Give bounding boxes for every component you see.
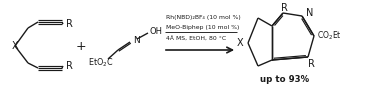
Text: R: R (66, 61, 73, 71)
Text: 4Å MS, EtOH, 80 °C: 4Å MS, EtOH, 80 °C (166, 36, 226, 40)
Text: Rh(NBD)₂BF₄ (10 mol %): Rh(NBD)₂BF₄ (10 mol %) (166, 15, 241, 20)
Text: +: + (76, 40, 86, 53)
Text: MeO-Biphep (10 mol %): MeO-Biphep (10 mol %) (166, 24, 239, 29)
Text: N: N (133, 36, 140, 44)
Text: X: X (236, 38, 243, 48)
Text: R: R (280, 3, 287, 13)
Text: R: R (308, 59, 314, 69)
Text: N: N (306, 8, 313, 18)
Text: EtO$_2$C: EtO$_2$C (88, 57, 113, 69)
Text: X: X (12, 41, 19, 51)
Text: R: R (66, 19, 73, 29)
Text: CO$_2$Et: CO$_2$Et (317, 30, 342, 42)
Text: up to 93%: up to 93% (260, 76, 310, 85)
Text: OH: OH (150, 27, 163, 36)
